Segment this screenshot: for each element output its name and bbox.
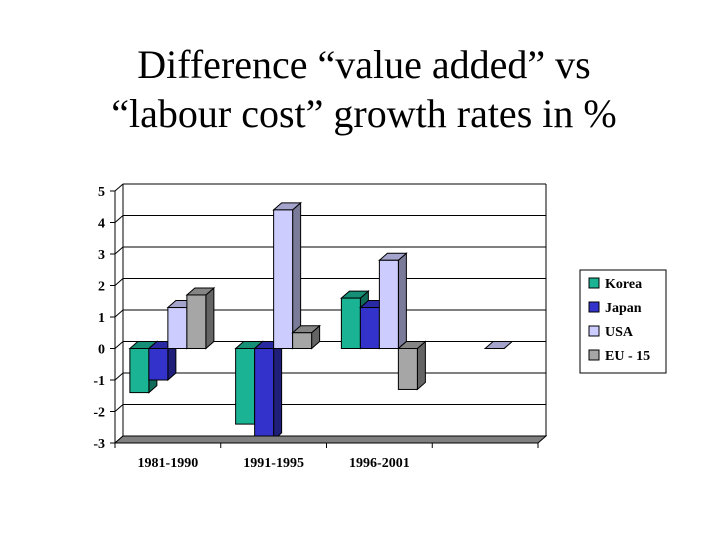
slide-title: Difference “value added” vs “labour cost… [0,40,728,138]
side-wall-gridline [114,309,124,318]
side-wall-gridline [114,183,124,192]
bar-front [273,209,294,349]
bar-front [167,307,188,349]
bar [483,341,514,350]
bar-front [129,348,150,394]
bar-front [359,307,380,349]
bar-front [186,294,207,350]
bar-front [254,348,275,441]
y-tick-label: -2 [93,406,105,421]
x-tick-labels: 1981-1990 1991-1995 1996-2001 [138,456,410,471]
side-wall-gridline [114,246,124,255]
bar [397,340,427,391]
x-tick-label: 1981-1990 [138,456,199,471]
side-wall-gridline [114,278,124,286]
legend-swatch [588,301,600,313]
grid-layer [114,183,547,444]
bar-front [397,348,418,390]
side-wall-gridline [114,372,124,381]
bar-side [273,340,283,441]
legend-label: USA [605,325,634,340]
y-tick-label: -3 [93,437,105,452]
slide-title-line-2: “labour cost” growth rates in % [111,91,617,136]
bar-front [378,259,399,349]
bar [253,340,283,441]
bar-side [205,286,215,350]
bar-side [397,252,407,350]
bar-top [483,341,514,349]
y-tick-label: 5 [98,185,105,200]
legend-swatch [588,325,600,337]
bar-front [235,348,256,425]
bars-layer [113,201,548,444]
legend: Korea Japan USA EU - 15 [579,269,667,374]
slide-title-line-1: Difference “value added” vs [137,42,591,87]
bar [378,252,408,350]
y-tick-label: -1 [93,374,105,389]
bar-front [292,332,313,349]
y-tick-label: 3 [98,248,105,263]
y-tick-label: 4 [98,217,105,232]
x-tick-label: 1991-1995 [243,456,304,471]
y-tick-label: 2 [98,280,105,295]
bar-side [416,340,426,391]
axis-layer: 5 4 3 2 1 0 -1 -2 -3 [93,184,539,452]
side-wall-gridline [114,404,124,412]
bar [272,201,302,350]
legend-label: Japan [605,301,642,316]
legend-swatch [588,277,600,289]
legend-label: Korea [605,277,642,292]
x-tick-label: 1996-2001 [349,456,410,471]
side-wall-gridline [114,215,124,223]
chart-floor [113,435,548,444]
y-tick-label: 0 [98,343,105,358]
side-wall-gridline [114,341,124,349]
bar-front [340,297,361,350]
bar [291,324,321,350]
bar [185,286,216,350]
y-tick-label: 1 [98,311,105,326]
legend-label: EU - 15 [605,349,650,364]
bar-front [148,348,169,381]
legend-swatch [588,349,600,361]
